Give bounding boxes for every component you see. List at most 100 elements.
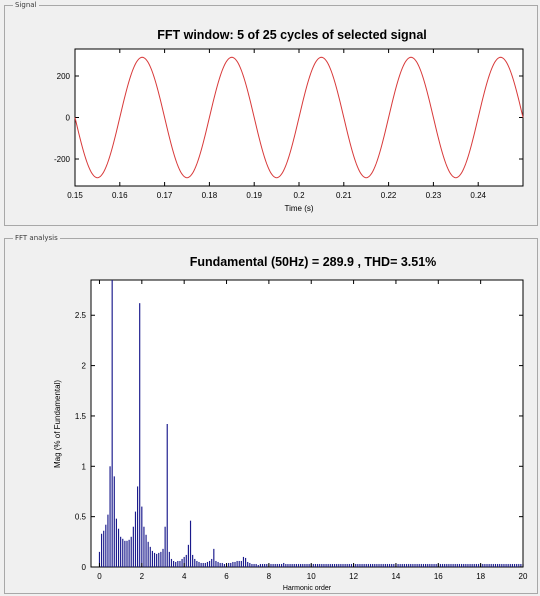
fft-bar [101,533,103,567]
fft-bar [211,558,213,567]
fft-bar [302,563,304,567]
signal-series-line [74,56,524,179]
fft-bar [185,554,187,567]
signal-xtick-label: 0.2 [293,191,305,200]
fft-bar [139,303,141,567]
fft-bar [427,563,429,567]
fft-bar [418,563,420,567]
fft-bar [465,563,467,567]
fft-bar [329,563,331,567]
fft-bar [153,552,156,567]
fft-bar [156,553,158,567]
fft-bar [238,560,240,567]
fft-bar [505,563,507,567]
fft-ytick-label: 1.5 [75,412,87,421]
fft-bar [270,563,272,567]
fft-bar [240,560,242,567]
signal-panel: Signal FFT window: 5 of 25 cycles of sel… [4,0,538,226]
fft-bar [499,563,501,567]
fft-bar [204,562,206,567]
fft-bar [181,558,183,567]
fft-xtick-label: 12 [349,572,358,581]
fft-xtick-label: 0 [97,572,102,581]
fft-bar [344,563,346,567]
fft-bar [452,563,454,567]
fft-ytick-label: 1 [82,462,87,471]
fft-bar [183,556,185,567]
fft-bar [471,563,473,567]
fft-bar [175,561,177,567]
fft-bar [249,562,251,567]
fft-bar [276,563,278,567]
fft-bar [348,563,350,567]
fft-bar [393,563,395,567]
fft-bar [259,563,261,567]
signal-ytick-label: 200 [57,72,71,81]
fft-bar [105,524,107,567]
fft-panel: FFT analysis Fundamental (50Hz) = 289.9 … [4,232,538,594]
fft-xtick-label: 18 [476,572,485,581]
fft-bar [405,563,408,567]
fft-bar [323,563,325,567]
fft-bar [107,514,109,567]
fft-bar [376,563,378,567]
fft-bar [103,530,105,567]
fft-bar [247,561,249,567]
fft-bar [420,563,422,567]
fft-bar [132,526,134,567]
fft-bar [425,563,427,567]
fft-bar [435,563,437,567]
fft-xtick-label: 16 [434,572,443,581]
fft-bar [511,563,513,567]
fft-bar [516,563,518,567]
signal-panel-label: Signal [13,0,39,11]
fft-bar [206,561,209,567]
fft-bar [272,563,274,567]
fft-bar [321,563,323,567]
signal-ytick-label: 0 [66,114,71,123]
fft-xtick-label: 8 [267,572,272,581]
fft-bar [372,563,374,567]
fft-bar [170,558,173,567]
fft-bar [429,563,431,567]
fft-bar [251,563,253,567]
signal-xtick-label: 0.17 [157,191,173,200]
fft-xtick-label: 4 [182,572,187,581]
fft-bar [446,563,448,567]
fft-bar [378,563,380,567]
signal-xtick-label: 0.21 [336,191,352,200]
fft-bar [439,563,441,567]
fft-bar [297,563,300,567]
fft-bar [289,563,291,567]
fft-bar [494,563,497,567]
fft-bar [257,564,259,567]
fft-bar [291,563,293,567]
fft-bar [274,563,276,567]
fft-bar [374,563,376,567]
fft-bar [164,526,166,567]
fft-bar [513,563,516,567]
fft-bar [363,563,365,567]
fft-ytick-label: 0 [82,563,87,572]
fft-bar [219,562,221,567]
fft-bar [198,561,200,567]
fft-bar [312,563,314,567]
fft-bar [325,563,327,567]
fft-bar [158,552,160,567]
fft-bar [518,563,520,567]
fft-bar [126,540,128,567]
fft-bar [143,526,145,567]
signal-ytick-label: -200 [54,155,71,164]
signal-xtick-label: 0.23 [426,191,442,200]
fft-bar [317,563,319,567]
fft-bar [209,560,211,567]
fft-bar [386,563,389,567]
fft-bar [475,563,477,567]
fft-plot-area [90,279,524,568]
fft-bar [410,563,412,567]
fft-bar [482,563,484,567]
fft-bar [245,557,247,567]
fft-bar [492,563,494,567]
fft-bar [147,541,149,567]
fft-bar [384,563,386,567]
